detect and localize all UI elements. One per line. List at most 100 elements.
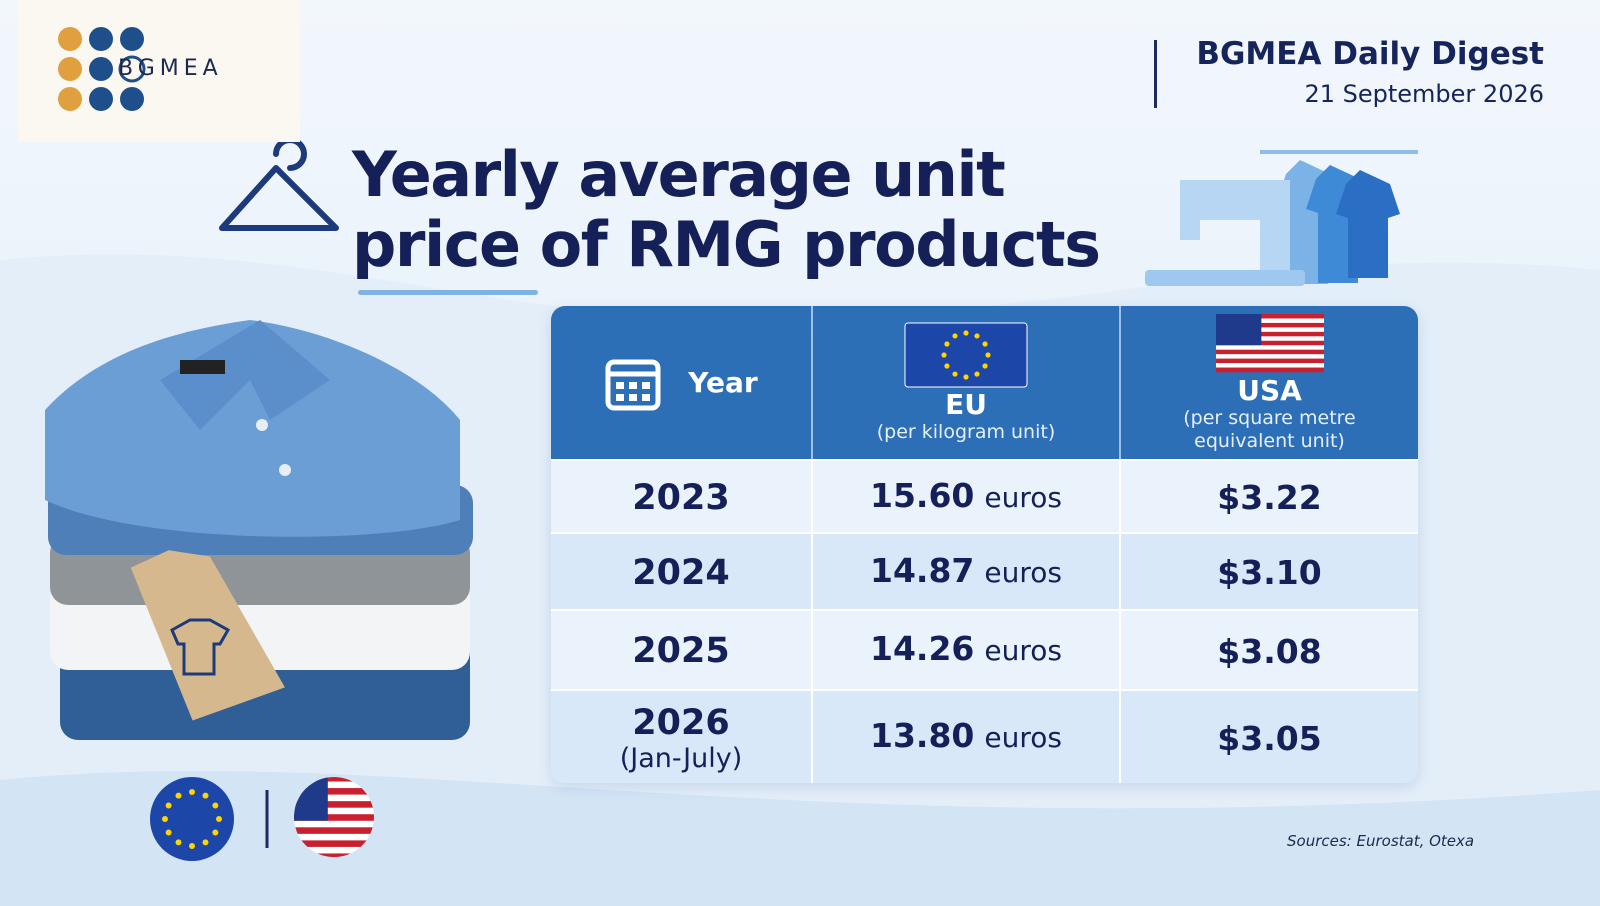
star <box>952 332 958 339</box>
year: 2026 <box>632 702 730 743</box>
logo-dot <box>58 87 82 111</box>
logo-dot <box>89 87 113 111</box>
sewing-illustration <box>1145 150 1418 286</box>
table-row: 2026 (Jan-July) 13.80 euros $3.05 <box>551 689 1418 783</box>
stripe <box>294 814 374 822</box>
star <box>944 340 950 347</box>
usa-flag-icon <box>294 777 374 857</box>
usa-cell: $3.10 <box>1121 534 1418 611</box>
stripe <box>1215 318 1324 324</box>
eu-price: 14.87 <box>870 550 975 590</box>
stripe <box>1215 354 1324 359</box>
stripe <box>294 807 374 815</box>
logo-dot <box>58 27 82 51</box>
header-label: USA <box>1237 374 1302 407</box>
logo-dot <box>120 87 144 111</box>
stripe <box>294 833 374 841</box>
eu-flag-icon <box>150 777 234 861</box>
star <box>202 792 209 799</box>
table-row: 2025 14.26 euros $3.08 <box>551 609 1418 691</box>
usa-cell: $3.05 <box>1121 691 1418 783</box>
star <box>974 370 980 377</box>
usa-price: $3.22 <box>1217 478 1322 517</box>
logo-dot <box>58 57 82 81</box>
header-cell: Year <box>551 306 813 459</box>
logo-dot <box>118 55 146 83</box>
price-table: Year EU (per kilogram unit) USA (per squ… <box>551 306 1418 783</box>
stripe <box>1215 340 1324 346</box>
usa-price: $3.08 <box>1217 631 1322 671</box>
star <box>212 802 219 809</box>
logo-text: BGMEA <box>118 56 223 81</box>
stripe <box>1215 331 1324 337</box>
stripe <box>294 777 374 782</box>
stripe <box>294 853 374 857</box>
star <box>189 789 195 795</box>
table-row: 2023 15.60 euros $3.22 <box>551 459 1418 534</box>
stripe <box>294 781 374 789</box>
star <box>165 802 172 809</box>
header-label: Year <box>688 366 758 399</box>
eu-price: 14.26 <box>870 629 975 668</box>
stripe <box>294 794 374 802</box>
usa-price: $3.10 <box>1217 553 1322 592</box>
star <box>189 843 195 849</box>
header-unit: (per square metre equivalent unit) <box>1183 407 1356 452</box>
year-cell: 2024 <box>551 534 813 611</box>
stripe <box>1215 336 1324 342</box>
eu-price: 13.80 <box>870 716 975 755</box>
star <box>982 340 988 347</box>
star <box>944 362 950 369</box>
star <box>216 816 222 822</box>
eu-unit: euros <box>984 634 1062 667</box>
star <box>974 332 980 339</box>
usa-cell: $3.22 <box>1121 461 1418 534</box>
year-cell: 2026 (Jan-July) <box>551 691 813 783</box>
year: 2023 <box>632 477 730 518</box>
stripe <box>1215 327 1324 333</box>
eu-cell: 13.80 euros <box>813 691 1121 783</box>
wave <box>0 771 1600 906</box>
source-note: Sources: Eurostat, Otexa <box>1287 832 1475 850</box>
stripe <box>1215 322 1324 328</box>
star <box>963 329 969 336</box>
eu-unit: euros <box>984 480 1062 514</box>
digest-date: 21 September 2026 <box>1304 80 1544 108</box>
calendar-icon <box>605 359 661 410</box>
period: (Jan-July) <box>619 742 743 774</box>
stripe <box>1215 367 1324 373</box>
header-unit: (per kilogram unit) <box>876 420 1056 443</box>
stripe <box>1215 349 1324 355</box>
year: 2024 <box>632 552 730 593</box>
eu-cell: 14.87 euros <box>813 534 1121 611</box>
table-row: 2024 14.87 euros $3.10 <box>551 532 1418 611</box>
stripe <box>1215 314 1324 319</box>
header-label: EU <box>945 387 987 421</box>
star <box>212 829 219 836</box>
stripe <box>294 788 374 795</box>
star <box>963 373 969 380</box>
divider <box>1154 40 1157 108</box>
year: 2025 <box>632 631 730 671</box>
star <box>985 351 991 358</box>
logo-mark <box>58 27 146 111</box>
header-cell: EU (per kilogram unit) <box>813 306 1121 459</box>
year-cell: 2023 <box>551 461 813 534</box>
stripe <box>1215 363 1324 368</box>
stripe <box>294 846 374 854</box>
star <box>165 829 172 836</box>
stripe <box>1215 345 1324 350</box>
eu-unit: euros <box>984 555 1062 589</box>
star <box>175 839 182 846</box>
eu-price: 15.60 <box>870 475 975 515</box>
usa-flag <box>1215 314 1324 373</box>
eu-cell: 14.26 euros <box>813 611 1121 691</box>
star <box>202 839 209 846</box>
eu-cell: 15.60 euros <box>813 461 1121 534</box>
stripe <box>1215 358 1324 364</box>
year-cell: 2025 <box>551 611 813 691</box>
logo-dot <box>120 27 144 51</box>
header-cell: USA (per square metre equivalent unit) <box>1121 306 1418 459</box>
canton <box>1215 314 1261 346</box>
